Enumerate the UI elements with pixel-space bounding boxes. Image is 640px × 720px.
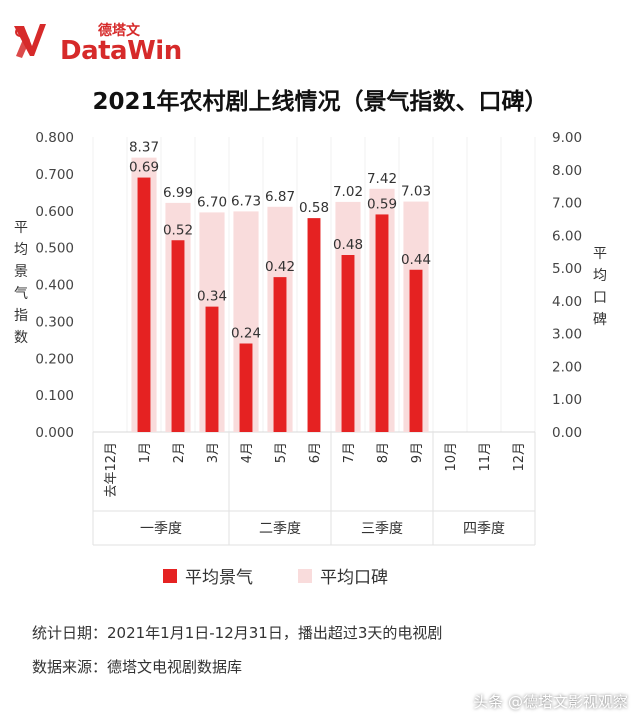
bar-climate (307, 218, 321, 432)
quarter-label: 二季度 (259, 521, 301, 537)
logo-english-text: DataWin (60, 36, 182, 66)
logo: 德塔文 DataWin (10, 18, 182, 68)
legend-item-reputation: 平均口碑 (298, 563, 388, 588)
data-label-reputation: 6.99 (163, 185, 193, 201)
x-tick-label: 11月 (478, 442, 493, 472)
y-right-tick-label: 0.00 (552, 425, 582, 441)
x-tick-label: 2月 (172, 442, 187, 463)
y-right-tick-label: 2.00 (552, 359, 582, 375)
y-right-axis-label-char: 口 (593, 290, 607, 306)
data-label-reputation: 8.37 (129, 140, 159, 156)
y-left-tick-label: 0.800 (35, 130, 74, 146)
y-left-axis-label-char: 均 (14, 242, 28, 258)
legend-item-climate: 平均景气 (163, 563, 253, 588)
data-label-climate: 0.52 (163, 222, 193, 238)
x-tick-label: 12月 (512, 442, 527, 472)
y-right-tick-label: 8.00 (552, 163, 582, 179)
data-label-climate: 0.58 (299, 200, 329, 216)
data-label-climate: 0.24 (231, 326, 261, 342)
y-right-tick-label: 9.00 (552, 130, 582, 146)
data-label-climate: 0.48 (333, 237, 363, 253)
bar-climate (137, 177, 151, 432)
y-right-axis-label-char: 碑 (593, 312, 607, 328)
chart: 0.000 0.100 0.200 0.300 0.400 0.500 0.600 0.700… (14, 130, 607, 546)
legend-label-reputation: 平均口碑 (320, 568, 388, 588)
y-right-axis-label-char: 均 (593, 268, 607, 284)
y-left-axis-label-char: 指 (14, 308, 28, 324)
x-tick-label: 7月 (342, 442, 357, 463)
chart-title: 2021年农村剧上线情况（景气指数、口碑） (92, 89, 548, 115)
quarter-label: 一季度 (140, 521, 182, 537)
y-right-tick-label: 5.00 (552, 261, 582, 277)
quarter-label: 四季度 (463, 521, 505, 537)
data-label-climate: 0.44 (401, 252, 431, 268)
bar-climate (409, 269, 423, 432)
y-left-tick-label: 0.300 (35, 314, 74, 330)
y-left-tick-label: 0.700 (35, 167, 74, 183)
bar-climate (273, 277, 287, 432)
data-label-reputation: 6.70 (197, 194, 227, 210)
bar-climate (239, 343, 253, 432)
watermark: 头条 @德塔文影视观察 (473, 693, 628, 711)
quarter-label: 三季度 (361, 521, 403, 537)
data-label-reputation: 7.42 (367, 171, 397, 187)
bar-climate (341, 255, 355, 432)
legend-swatch-reputation (298, 568, 312, 583)
y-left-tick-label: 0.600 (35, 204, 74, 220)
logo-chinese-text: 德塔文 (98, 23, 140, 39)
y-right-tick-label: 6.00 (552, 228, 582, 244)
y-left-tick-label: 0.400 (35, 278, 74, 294)
x-tick-label: 6月 (308, 442, 323, 463)
x-tick-label: 10月 (444, 442, 459, 472)
data-label-climate: 0.69 (129, 160, 159, 176)
x-tick-label: 5月 (274, 442, 289, 463)
x-tick-label: 3月 (206, 442, 221, 463)
y-left-tick-label: 0.200 (35, 351, 74, 367)
bar-climate (205, 306, 219, 432)
data-label-reputation: 7.02 (333, 184, 363, 200)
y-right-tick-label: 4.00 (552, 294, 582, 310)
legend-swatch-climate (163, 568, 177, 583)
x-tick-label: 8月 (376, 442, 391, 463)
y-left-axis-label-char: 景 (14, 264, 28, 280)
y-left-tick-label: 0.000 (35, 425, 74, 441)
data-label-reputation: 7.03 (401, 184, 431, 200)
y-left-axis-label-char: 气 (14, 286, 28, 302)
y-right-tick-label: 7.00 (552, 196, 582, 212)
y-right-axis-label-char: 平 (593, 246, 607, 262)
x-tick-label: 1月 (138, 442, 153, 463)
data-label-reputation: 6.73 (231, 193, 261, 209)
footnote-date: 统计日期：2021年1月1日-12月31日，播出超过3天的电视剧 (32, 624, 443, 642)
footnote-source: 数据来源：德塔文电视剧数据库 (32, 658, 243, 676)
x-tick-label: 去年12月 (104, 442, 119, 498)
y-left-tick-label: 0.500 (35, 241, 74, 257)
y-right-tick-label: 1.00 (552, 392, 582, 408)
legend-label-climate: 平均景气 (185, 568, 253, 588)
x-tick-label: 9月 (410, 442, 425, 463)
data-label-climate: 0.59 (367, 196, 397, 212)
bar-climate (375, 214, 389, 432)
y-right-tick-label: 3.00 (552, 327, 582, 343)
bar-climate (171, 240, 185, 432)
x-tick-label: 4月 (240, 442, 255, 463)
y-left-axis-label-char: 平 (14, 220, 28, 236)
data-label-climate: 0.34 (197, 289, 227, 305)
data-label-climate: 0.42 (265, 259, 295, 275)
datawin-logo-icon (14, 24, 46, 58)
y-left-axis-label-char: 数 (14, 330, 28, 346)
y-left-tick-label: 0.100 (35, 388, 74, 404)
legend: 平均景气 平均口碑 (0, 563, 640, 589)
data-label-reputation: 6.87 (265, 189, 295, 205)
